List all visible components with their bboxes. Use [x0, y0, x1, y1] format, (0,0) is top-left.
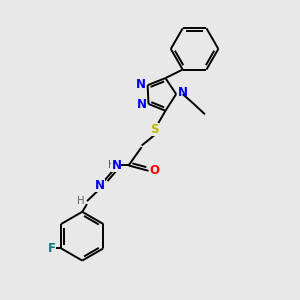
Text: H: H [108, 160, 116, 170]
Text: N: N [95, 178, 105, 192]
Text: F: F [48, 242, 56, 255]
Text: N: N [137, 98, 147, 111]
Text: N: N [178, 86, 188, 99]
Text: N: N [111, 159, 122, 172]
Text: S: S [150, 123, 159, 136]
Text: H: H [77, 196, 84, 206]
Text: N: N [136, 78, 146, 91]
Text: O: O [149, 164, 160, 177]
